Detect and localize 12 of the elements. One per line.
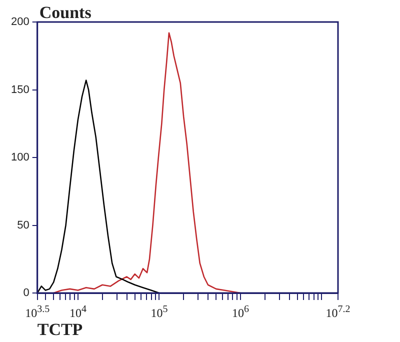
x-tick-label: 10$^{7.2}$	[326, 304, 350, 320]
x-tick-label: 10$^{3.5}$	[25, 304, 50, 320]
x-tick-label: 10$^{4}$	[69, 304, 86, 320]
y-tick-label: 50	[17, 219, 30, 232]
y-tick-label: 0	[23, 287, 30, 300]
y-tick-label: 150	[10, 84, 30, 96]
x-tick-label: 10$^{5}$	[150, 304, 168, 320]
y-tick-label: 100	[10, 152, 30, 164]
x-tick-label: 10$^{6}$	[232, 304, 249, 320]
y-tick-label: 200	[10, 16, 30, 28]
x-axis-title: TCTP	[37, 320, 83, 339]
y-axis-title: Counts	[39, 3, 92, 22]
